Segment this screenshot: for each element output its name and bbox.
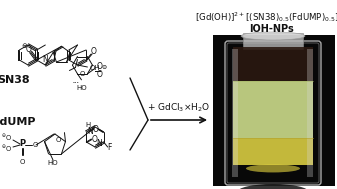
Text: ...: ... <box>73 79 80 84</box>
Text: O: O <box>96 70 102 79</box>
Text: O: O <box>79 71 85 77</box>
Text: $^{\ominus}$O: $^{\ominus}$O <box>1 133 12 143</box>
Text: F: F <box>108 143 112 152</box>
Text: OH: OH <box>89 65 100 71</box>
Text: $\ominus$: $\ominus$ <box>101 63 108 71</box>
Text: $\ominus$: $\ominus$ <box>21 42 28 50</box>
Bar <box>233 81 313 138</box>
Ellipse shape <box>237 184 309 189</box>
Bar <box>233 138 313 165</box>
Text: HO: HO <box>48 160 58 166</box>
Text: O: O <box>56 136 61 143</box>
Text: O: O <box>26 44 32 53</box>
Text: O: O <box>33 142 38 148</box>
Text: HO: HO <box>76 85 87 91</box>
Bar <box>233 47 313 81</box>
Text: O: O <box>19 159 25 165</box>
Text: O: O <box>96 62 102 71</box>
Text: + GdCl$_3$×H$_2$O: + GdCl$_3$×H$_2$O <box>147 102 211 114</box>
Text: H: H <box>85 122 91 128</box>
Ellipse shape <box>246 164 300 172</box>
Ellipse shape <box>241 32 305 40</box>
Text: IOH-NPs: IOH-NPs <box>250 24 295 34</box>
Text: N: N <box>96 139 102 149</box>
Text: O: O <box>90 46 96 56</box>
Text: P: P <box>19 139 25 149</box>
Bar <box>213 35 335 186</box>
Text: N: N <box>87 126 93 136</box>
Text: $^{\ominus}$O: $^{\ominus}$O <box>1 144 12 154</box>
Text: [Gd(OH)]$^{2+}$[(SN38)$_{0.5}$(FdUMP)$_{0.5}$]$^{2-}$: [Gd(OH)]$^{2+}$[(SN38)$_{0.5}$(FdUMP)$_{… <box>195 10 337 24</box>
Text: O: O <box>93 125 99 133</box>
Text: SN38: SN38 <box>0 75 30 85</box>
Bar <box>243 33 303 49</box>
Text: O: O <box>91 135 97 143</box>
Text: N: N <box>42 54 48 64</box>
Bar <box>307 49 313 177</box>
Text: FdUMP: FdUMP <box>0 117 36 127</box>
Bar <box>232 49 238 177</box>
